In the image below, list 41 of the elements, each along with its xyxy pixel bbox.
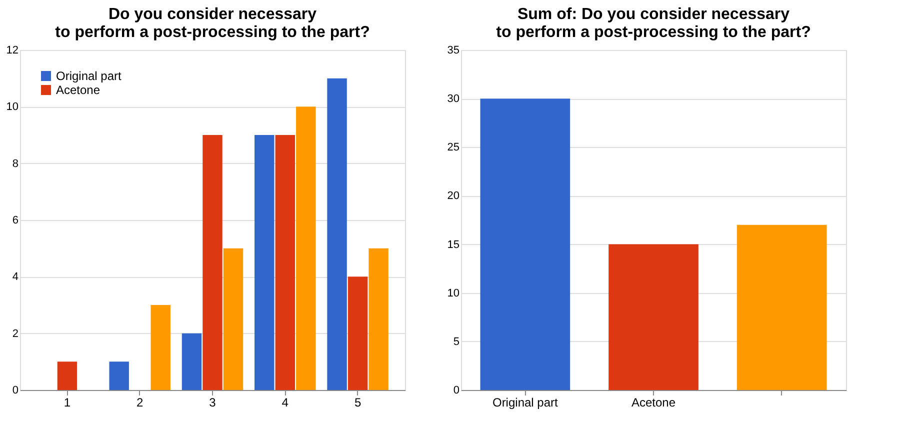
y-tick-label: 0 xyxy=(12,384,18,396)
x-tick-label: 1 xyxy=(64,396,71,410)
legend-label: Acetone xyxy=(56,83,100,97)
bar xyxy=(109,362,129,390)
bar xyxy=(275,135,295,390)
y-tick-label: 6 xyxy=(12,214,18,226)
y-tick-label: 15 xyxy=(447,238,460,251)
bar xyxy=(327,78,347,390)
y-tick-label: 30 xyxy=(447,93,460,106)
chart-title: Do you consider necessary to perform a post-processing to the part? xyxy=(55,6,370,41)
bar xyxy=(736,224,827,390)
x-tick-label: Original part xyxy=(492,396,559,410)
bar xyxy=(296,106,316,390)
y-tick-label: 0 xyxy=(453,384,460,396)
bar xyxy=(608,244,698,390)
bar xyxy=(182,333,202,390)
bar xyxy=(57,362,78,390)
x-tick-label: 2 xyxy=(136,396,144,410)
bar xyxy=(348,276,368,390)
y-tick-label: 10 xyxy=(447,287,460,300)
bar xyxy=(150,305,170,390)
y-tick-label: 20 xyxy=(447,190,460,202)
y-tick-label: 35 xyxy=(447,44,460,56)
bar xyxy=(480,98,570,390)
y-tick-label: 10 xyxy=(6,101,18,114)
y-tick-label: 8 xyxy=(12,158,18,170)
y-tick-label: 12 xyxy=(6,44,18,56)
y-tick-label: 4 xyxy=(12,271,18,284)
bar xyxy=(223,248,244,390)
chart-title: Sum of: Do you consider necessary to perform a post-processing to the part? xyxy=(496,6,811,41)
bar xyxy=(368,248,388,390)
y-tick-label: 25 xyxy=(447,142,460,154)
x-tick-label: 5 xyxy=(354,396,362,410)
bar xyxy=(254,135,274,390)
legend-label: Original part xyxy=(56,69,122,83)
y-tick-label: 5 xyxy=(453,336,460,348)
x-tick-label: 4 xyxy=(282,396,289,410)
x-tick-label: 3 xyxy=(209,396,216,410)
bar xyxy=(202,135,222,390)
x-tick-label: Acetone xyxy=(631,396,676,410)
y-tick-label: 2 xyxy=(12,328,18,340)
